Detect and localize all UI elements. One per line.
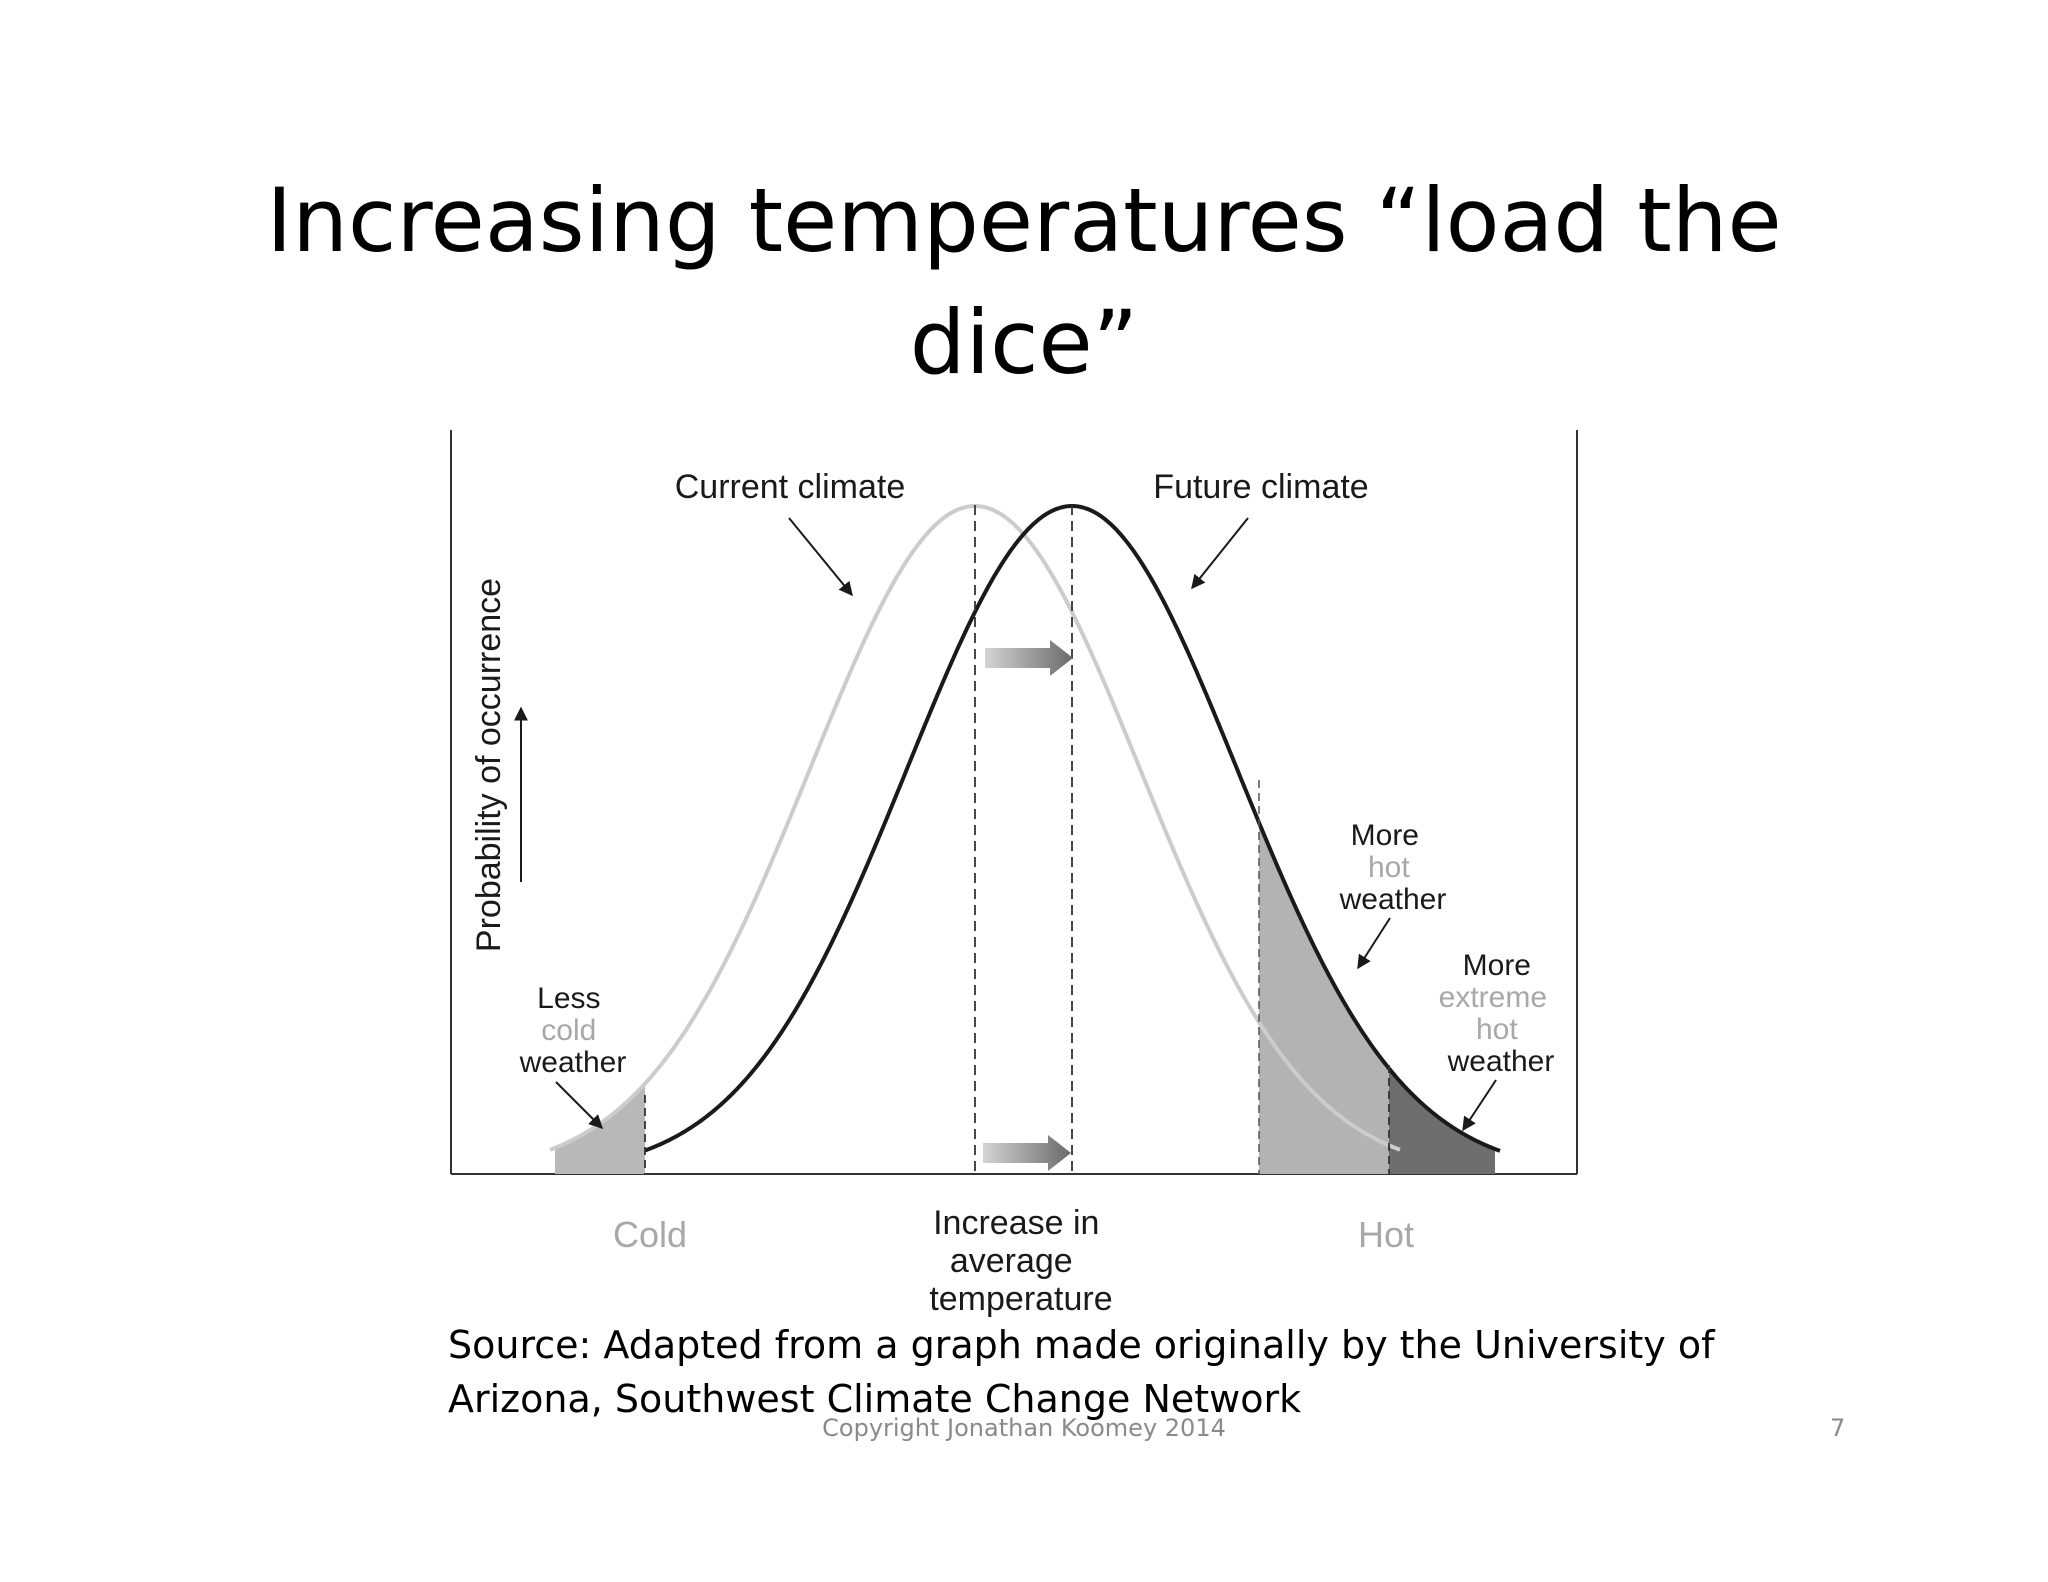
source-line-1: Source: Adapted from a graph made origin… [448,1323,1715,1367]
x-center-line-2: average [950,1242,1073,1280]
future-climate-curve [644,504,1501,1153]
source-citation: Source: Adapted from a graph made origin… [448,1318,1848,1426]
upper-shift-arrow [985,640,1073,676]
current-climate-label: Current climate [675,468,906,506]
x-center-line-3: temperature [929,1280,1112,1318]
more-extreme-line-1: More [1463,949,1531,982]
source-line-2: Arizona, Southwest Climate Change Networ… [448,1377,1302,1421]
more-extreme-pointer [1462,1079,1497,1132]
less-cold-line-2: cold [541,1014,596,1047]
more-hot-line-3: weather [1339,883,1447,916]
x-hot-label: Hot [1358,1214,1414,1255]
lower-shift-arrow [983,1135,1071,1171]
more-hot-line-2: hot [1368,851,1410,884]
slide-title: Increasing temperatures “load the dice” [0,160,2048,404]
more-extreme-line-4: weather [1447,1045,1555,1078]
less-cold-label: Less cold weather [519,982,627,1079]
less-cold-line-1: Less [537,982,600,1015]
more-hot-pointer [1357,917,1391,970]
current-climate-pointer [788,517,853,597]
less-cold-line-3: weather [519,1046,627,1079]
x-cold-label: Cold [613,1214,687,1255]
more-extreme-label: More extreme hot weather [1439,949,1556,1078]
slide-title-line-1: Increasing temperatures “load the [266,169,1782,272]
more-extreme-line-3: hot [1476,1013,1518,1046]
slide-title-line-2: dice” [909,291,1139,394]
y-axis-label: Probability of occurrence [470,578,508,952]
more-extreme-line-2: extreme [1439,981,1547,1014]
future-climate-label: Future climate [1153,468,1368,506]
copyright-notice: Copyright Jonathan Koomey 2014 [822,1414,1226,1442]
more-hot-line-1: More [1351,819,1419,852]
future-climate-pointer [1191,517,1249,590]
x-center-line-1: Increase in [933,1204,1099,1242]
more-hot-area [1259,822,1389,1174]
page-number: 7 [1830,1414,1846,1442]
less-cold-pointer [555,1081,603,1129]
more-hot-label: More hot weather [1339,819,1447,916]
x-center-label: Increase in average temperature [929,1204,1112,1318]
